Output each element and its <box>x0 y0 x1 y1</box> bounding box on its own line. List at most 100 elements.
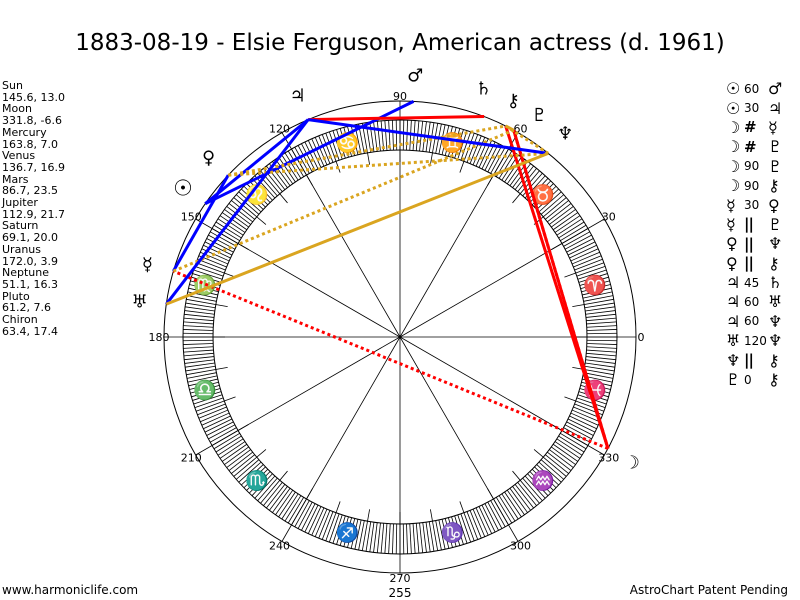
zodiac-sign-icon: ♊ <box>440 131 464 154</box>
planet-position: 163.8, 7.0 <box>2 137 58 151</box>
degree-tick <box>183 343 214 345</box>
planet-glyph-icon: ☉ <box>726 79 741 99</box>
degree-tick <box>213 224 240 242</box>
website-link[interactable]: www.harmoniclife.com <box>2 583 139 597</box>
degree-tick <box>384 120 388 151</box>
degree-tick <box>343 127 352 157</box>
degree-tick <box>325 501 341 542</box>
degree-tick <box>238 191 262 213</box>
degree-tick <box>459 501 475 542</box>
degree-tick <box>254 175 276 199</box>
degree-tick <box>576 397 606 409</box>
aspect-label: 30 <box>744 101 760 116</box>
degree-tick <box>534 185 557 208</box>
degree-tick <box>318 510 331 539</box>
degree-tick <box>498 495 516 522</box>
degree-tick <box>514 165 534 190</box>
degree-tick <box>328 513 340 543</box>
degree-tick <box>583 295 614 302</box>
planet-glyph-icon: ♃ <box>768 98 783 118</box>
zodiac-sign-icon: ♏ <box>245 469 269 492</box>
degree-tick <box>339 128 349 158</box>
degree-tick <box>549 206 574 225</box>
degree-tick <box>406 120 408 151</box>
degree-label: 150 <box>181 211 202 224</box>
degree-tick <box>215 435 242 453</box>
degree-tick <box>314 508 328 537</box>
planet-position: 136.7, 16.9 <box>2 160 65 174</box>
degree-tick <box>193 394 223 405</box>
degree-tick <box>185 362 215 368</box>
aspect-label: # <box>744 137 757 156</box>
planet-glyph-icon: ⚷ <box>768 253 780 273</box>
spoke-line <box>195 336 401 456</box>
degree-tick <box>183 321 214 325</box>
degree-tick <box>186 295 217 302</box>
planet-glyph-icon: ☽ <box>726 117 741 137</box>
degree-tick <box>571 409 600 423</box>
planet-name: Moon <box>2 102 32 116</box>
planet-glyph-icon: ☽ <box>726 156 741 176</box>
degree-tick <box>203 244 231 259</box>
degree-tick <box>531 468 554 491</box>
degree-tick <box>184 356 215 361</box>
degree-tick <box>538 191 562 213</box>
degree-tick <box>586 339 617 342</box>
degree-tick <box>438 519 446 550</box>
degree-tick <box>419 522 424 553</box>
degree-tick <box>524 475 546 499</box>
planet-glyph-icon: ♄ <box>475 79 491 100</box>
degree-tick <box>260 470 288 504</box>
degree-tick <box>547 203 572 223</box>
degree-tick <box>581 284 611 293</box>
degree-tick <box>336 129 346 159</box>
degree-tick <box>376 522 381 553</box>
planet-position: 61.2, 7.6 <box>2 301 51 315</box>
degree-tick <box>183 329 214 331</box>
aspect-line <box>165 118 310 306</box>
degree-tick <box>272 488 291 513</box>
planet-glyph-icon: ☉ <box>173 176 193 201</box>
degree-tick <box>558 221 585 239</box>
degree-tick <box>560 432 587 450</box>
planet-position-list: Sun 145.6, 13.0 Moon 331.8, -6.6 Mercury 163.… <box>2 80 65 337</box>
planet-name: Venus <box>2 149 36 163</box>
planet-glyph-icon: ♀ <box>768 195 780 215</box>
aspect-row: ☽ # ☿ <box>726 118 782 137</box>
degree-tick <box>361 123 371 165</box>
degree-tick <box>189 381 219 390</box>
planet-name: Saturn <box>2 219 39 233</box>
degree-tick <box>569 415 597 430</box>
aspect-label: 0 <box>744 372 752 387</box>
planet-glyph-icon: ☿ <box>768 117 778 137</box>
degree-tick <box>185 302 216 309</box>
degree-tick <box>448 517 457 547</box>
degree-tick <box>184 313 215 318</box>
planet-position: 172.0, 3.9 <box>2 254 58 268</box>
degree-tick <box>226 449 251 468</box>
degree-tick <box>233 449 267 477</box>
degree-tick <box>361 509 371 551</box>
planet-glyph-icon: ♀ <box>202 148 215 169</box>
degree-tick <box>457 130 468 160</box>
degree-tick <box>395 120 398 151</box>
degree-tick <box>429 509 439 551</box>
degree-tick <box>586 346 617 349</box>
degree-tick <box>584 365 615 372</box>
degree-tick <box>564 262 605 278</box>
aspect-label: 45 <box>744 275 760 290</box>
degree-tick <box>183 325 214 328</box>
planet-glyph-icon: ⚷ <box>507 91 520 112</box>
degree-tick <box>586 321 617 325</box>
planet-glyph-icon: ♂ <box>407 65 423 86</box>
degree-tick <box>201 412 230 426</box>
degree-tick <box>558 435 585 453</box>
degree-tick <box>206 421 234 436</box>
degree-tick <box>585 313 616 318</box>
degree-tick <box>190 280 220 289</box>
degree-tick <box>339 516 349 546</box>
planet-position: 331.8, -6.6 <box>2 114 62 128</box>
degree-tick <box>536 464 559 486</box>
degree-tick <box>246 468 269 491</box>
aspect-row: ♃ 60 ♆ <box>726 312 782 331</box>
